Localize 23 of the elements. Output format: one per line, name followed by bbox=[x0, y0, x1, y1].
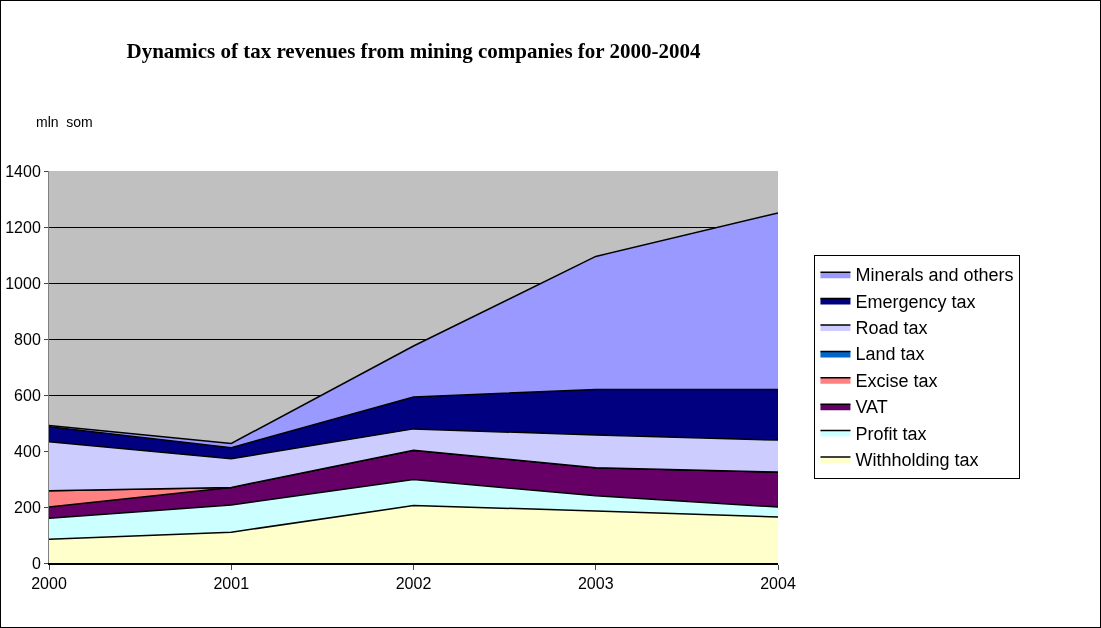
legend-label: Excise tax bbox=[855, 370, 938, 391]
legend-label: Land tax bbox=[855, 344, 925, 365]
y-tick-label: 200 bbox=[14, 498, 41, 516]
legend-label: Minerals and others bbox=[855, 265, 1014, 286]
x-tick-label: 2000 bbox=[31, 575, 67, 593]
y-tick-label: 600 bbox=[14, 386, 41, 404]
y-tick-label: 0 bbox=[31, 554, 41, 572]
y-tick-label: 1000 bbox=[5, 274, 41, 292]
y-tick-label: 1400 bbox=[5, 162, 41, 180]
x-tick-label: 2004 bbox=[760, 575, 796, 593]
x-tick-label: 2002 bbox=[395, 575, 432, 593]
legend-label: Profit tax bbox=[855, 423, 927, 444]
y-tick-label: 800 bbox=[14, 330, 41, 348]
legend-label: VAT bbox=[855, 397, 888, 418]
y-tick-label: 400 bbox=[14, 442, 41, 460]
y-tick-label: 1200 bbox=[5, 218, 41, 236]
legend-label: Road tax bbox=[855, 318, 928, 339]
x-tick-label: 2003 bbox=[577, 575, 614, 593]
chart-title: Dynamics of tax revenues from mining companies for 2000-2004 bbox=[126, 39, 701, 64]
x-tick-label: 2001 bbox=[213, 575, 250, 593]
legend-label: Withholding tax bbox=[855, 450, 979, 471]
legend-label: Emergency tax bbox=[855, 291, 976, 312]
y-axis-title: mln som bbox=[36, 114, 93, 130]
